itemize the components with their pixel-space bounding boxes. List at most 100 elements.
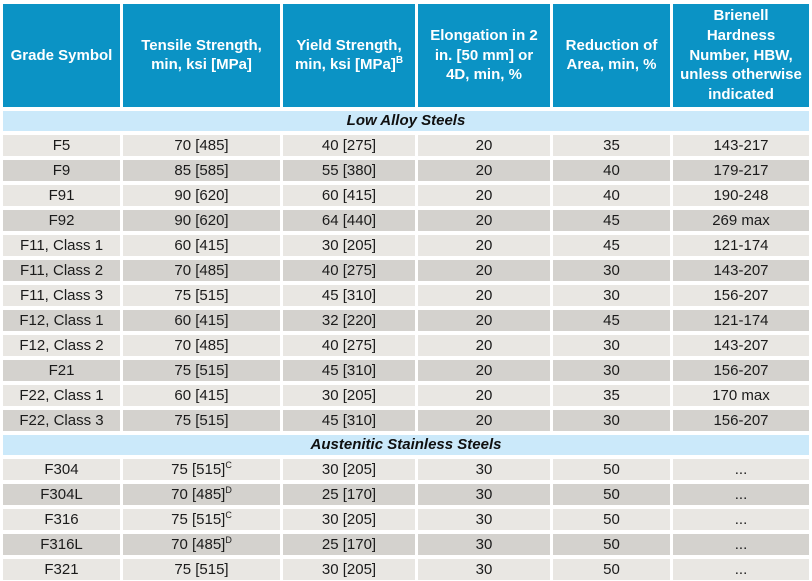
table-cell: 75 [515] xyxy=(123,359,280,381)
table-cell: 35 xyxy=(553,134,670,156)
table-cell: 90 [620] xyxy=(123,209,280,231)
table-cell: 60 [415] xyxy=(123,384,280,406)
table-cell: 20 xyxy=(418,259,550,281)
table-cell: F316 xyxy=(3,508,120,530)
table-cell: ... xyxy=(673,508,809,530)
table-cell: 70 [485]D xyxy=(123,483,280,505)
table-cell: 190-248 xyxy=(673,184,809,206)
table-cell: 30 [205] xyxy=(283,458,415,480)
table-cell: 20 xyxy=(418,159,550,181)
table-cell: F5 xyxy=(3,134,120,156)
table-row: F21 75 [515] 45 [310] 20 30 156-207 xyxy=(3,359,809,381)
table-cell: F316L xyxy=(3,533,120,555)
table-row: F316L 70 [485]D 25 [170] 30 50... xyxy=(3,533,809,555)
column-header-yield-strength: Yield Strength, min, ksi [MPa]B xyxy=(283,4,415,107)
column-header-hardness: Brienell Hardness Number, HBW, unless ot… xyxy=(673,4,809,107)
table-cell: 40 xyxy=(553,184,670,206)
table-cell: 30 xyxy=(553,259,670,281)
table-cell: 30 xyxy=(418,558,550,580)
table-row: F22, Class 3 75 [515] 45 [310] 20 30 156-207 xyxy=(3,409,809,431)
table-row: F92 90 [620] 64 [440] 20 45 269 max xyxy=(3,209,809,231)
footnote-superscript: D xyxy=(225,484,232,495)
column-header-grade-symbol: Grade Symbol xyxy=(3,4,120,107)
table-cell: 50 xyxy=(553,483,670,505)
table-cell: F91 xyxy=(3,184,120,206)
table-cell: F11, Class 1 xyxy=(3,234,120,256)
table-cell: 35 xyxy=(553,384,670,406)
table-cell: F12, Class 1 xyxy=(3,309,120,331)
section-row: Austenitic Stainless Steels xyxy=(3,434,809,455)
table-cell: 143-217 xyxy=(673,134,809,156)
table-cell: 40 xyxy=(553,159,670,181)
table-cell: 45 [310] xyxy=(283,409,415,431)
table-cell: 143-207 xyxy=(673,334,809,356)
table-cell: 90 [620] xyxy=(123,184,280,206)
table-cell: 30 [205] xyxy=(283,234,415,256)
table-row: F316 75 [515]C 30 [205] 30 50... xyxy=(3,508,809,530)
table-row: F91 90 [620] 60 [415] 20 40 190-248 xyxy=(3,184,809,206)
footnote-superscript: C xyxy=(225,459,232,470)
table-cell: 20 xyxy=(418,384,550,406)
table-cell: 20 xyxy=(418,184,550,206)
table-row: F321 75 [515] 30 [205] 30 50... xyxy=(3,558,809,580)
table-cell: 70 [485] xyxy=(123,259,280,281)
table-cell: 121-174 xyxy=(673,234,809,256)
column-header-label: Grade Symbol xyxy=(10,46,113,64)
table-cell: 50 xyxy=(553,508,670,530)
table-cell: 156-207 xyxy=(673,359,809,381)
table-cell: F304L xyxy=(3,483,120,505)
table-cell: 75 [515]C xyxy=(123,508,280,530)
table-cell: 50 xyxy=(553,533,670,555)
table-cell: 40 [275] xyxy=(283,334,415,356)
table-cell: 30 [205] xyxy=(283,384,415,406)
table-cell: 30 xyxy=(553,359,670,381)
table-cell: 40 [275] xyxy=(283,259,415,281)
header-row: Grade Symbol Tensile Strength, min, ksi … xyxy=(3,4,809,107)
table-cell: 45 xyxy=(553,309,670,331)
table-cell: 45 [310] xyxy=(283,359,415,381)
table-row: F11, Class 1 60 [415] 30 [205] 20 45 121-174 xyxy=(3,234,809,256)
table-cell: 70 [485] xyxy=(123,334,280,356)
table-row: F11, Class 2 70 [485] 40 [275] 20 30 143-207 xyxy=(3,259,809,281)
table-cell: 70 [485]D xyxy=(123,533,280,555)
table-header: Grade Symbol Tensile Strength, min, ksi … xyxy=(3,4,809,107)
table-cell: 156-207 xyxy=(673,409,809,431)
section-title: Low Alloy Steels xyxy=(3,110,809,131)
column-header-tensile-strength: Tensile Strength, min, ksi [MPa] xyxy=(123,4,280,107)
table-cell: F11, Class 3 xyxy=(3,284,120,306)
section-title: Austenitic Stainless Steels xyxy=(3,434,809,455)
table-cell: ... xyxy=(673,458,809,480)
table-cell: 85 [585] xyxy=(123,159,280,181)
table-row: F304 75 [515]C 30 [205] 30 50... xyxy=(3,458,809,480)
table-cell: 50 xyxy=(553,458,670,480)
table-cell: F11, Class 2 xyxy=(3,259,120,281)
table-cell: 55 [380] xyxy=(283,159,415,181)
column-header-label: Tensile Strength, min, ksi [MPa] xyxy=(141,36,262,74)
table-cell: 143-207 xyxy=(673,259,809,281)
table-cell: 30 [205] xyxy=(283,558,415,580)
column-header-label: Yield Strength, min, ksi [MPa] xyxy=(294,36,402,74)
column-header-elongation: Elongation in 2 in. [50 mm] or 4D, min, … xyxy=(418,4,550,107)
table-cell: 30 xyxy=(553,284,670,306)
table-cell: F304 xyxy=(3,458,120,480)
table-cell: F21 xyxy=(3,359,120,381)
table-cell: 20 xyxy=(418,209,550,231)
table-cell: 75 [515] xyxy=(123,558,280,580)
table-cell: ... xyxy=(673,533,809,555)
table-cell: 25 [170] xyxy=(283,533,415,555)
table-cell: F9 xyxy=(3,159,120,181)
table-cell: 179-217 xyxy=(673,159,809,181)
table-row: F9 85 [585] 55 [380] 20 40 179-217 xyxy=(3,159,809,181)
table-cell: 269 max xyxy=(673,209,809,231)
table-cell: 64 [440] xyxy=(283,209,415,231)
table-cell: 121-174 xyxy=(673,309,809,331)
table-row: F12, Class 2 70 [485] 40 [275] 20 30 143-207 xyxy=(3,334,809,356)
table-cell: F321 xyxy=(3,558,120,580)
table-cell: F22, Class 1 xyxy=(3,384,120,406)
table-row: F22, Class 1 60 [415] 30 [205] 20 35 170 max xyxy=(3,384,809,406)
table-body: Low Alloy Steels F5 70 [485] 40 [275] 20 35 14… xyxy=(3,110,809,580)
table-cell: 20 xyxy=(418,309,550,331)
table-cell: 50 xyxy=(553,558,670,580)
